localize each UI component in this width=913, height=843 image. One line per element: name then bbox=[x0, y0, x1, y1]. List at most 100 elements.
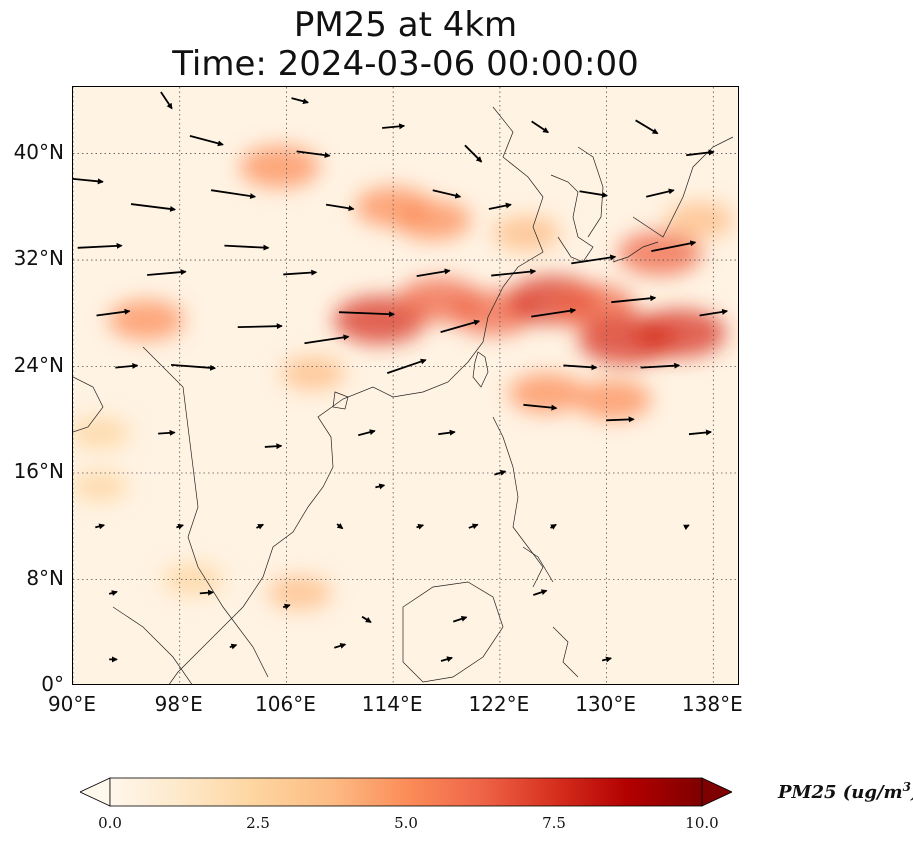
wind-arrow bbox=[361, 615, 372, 623]
pm25-hotspot bbox=[108, 299, 185, 340]
wind-arrow bbox=[416, 523, 425, 530]
wind-arrow bbox=[688, 429, 712, 436]
pm25-hotspot bbox=[395, 200, 472, 241]
wind-arrow bbox=[386, 358, 427, 374]
wind-arrow bbox=[291, 97, 309, 105]
map-time-subtitle: Time: 2024-03-06 00:00:00 bbox=[172, 44, 639, 84]
wind-arrow bbox=[282, 603, 291, 610]
wind-arrow bbox=[296, 150, 331, 159]
pm25-hotspot bbox=[73, 417, 130, 450]
map-title: PM25 at 4km bbox=[293, 5, 518, 45]
wind-arrow bbox=[683, 524, 690, 531]
wind-arrow bbox=[130, 203, 177, 212]
wind-arrow bbox=[438, 429, 456, 436]
pm25-hotspot bbox=[665, 202, 734, 239]
wind-arrow bbox=[189, 134, 224, 147]
wind-arrow bbox=[224, 244, 270, 251]
wind-arrow bbox=[432, 189, 462, 199]
y-tick-label: 40°N bbox=[13, 139, 64, 164]
wind-arrow bbox=[611, 295, 657, 304]
y-tick-label: 8°N bbox=[26, 565, 64, 590]
wind-arrow bbox=[283, 269, 318, 276]
colorbar-tick-label: 5.0 bbox=[394, 814, 418, 832]
wind-arrow bbox=[579, 190, 608, 198]
wind-arrow bbox=[491, 268, 537, 277]
wind-arrow bbox=[452, 615, 468, 623]
wind-arrow bbox=[645, 188, 675, 198]
wind-arrow bbox=[210, 189, 257, 200]
wind-arrow bbox=[640, 362, 681, 369]
wind-arrow bbox=[357, 429, 376, 437]
colorbar-tick-label: 0.0 bbox=[98, 814, 122, 832]
colorbar-title: PM25 (ug/m3) bbox=[778, 780, 913, 803]
wind-arrow bbox=[686, 149, 715, 157]
map-panel bbox=[72, 86, 739, 685]
colorbar-min-extend bbox=[80, 777, 111, 807]
pm25-hotspot bbox=[575, 379, 652, 420]
colorbar-max-extend bbox=[701, 777, 732, 807]
pm25-hotspot bbox=[633, 309, 726, 358]
x-tick-label: 114°E bbox=[361, 692, 423, 716]
colorbar-gradient bbox=[109, 777, 703, 807]
wind-arrow bbox=[416, 268, 451, 277]
wind-arrow bbox=[601, 656, 612, 663]
wind-arrow bbox=[440, 656, 453, 663]
x-tick-label: 122°E bbox=[468, 692, 530, 716]
x-tick-label: 138°E bbox=[681, 692, 743, 716]
y-tick-label: 0° bbox=[41, 672, 64, 696]
wind-arrow bbox=[338, 311, 395, 318]
wind-arrow bbox=[158, 429, 176, 436]
map-canvas bbox=[73, 87, 738, 684]
wind-arrow bbox=[325, 203, 355, 212]
pm25-field bbox=[73, 145, 734, 610]
wind-arrow bbox=[96, 308, 131, 317]
wind-arrow bbox=[464, 144, 483, 163]
pm25-hotspot bbox=[239, 145, 320, 188]
x-tick-label: 98°E bbox=[154, 692, 203, 716]
pm25-hotspot bbox=[163, 563, 224, 596]
wind-arrow bbox=[635, 119, 659, 135]
pm25-hotspot bbox=[73, 471, 128, 502]
wind-arrow bbox=[523, 403, 558, 411]
pm25-hotspot bbox=[281, 356, 346, 391]
wind-arrow bbox=[108, 590, 118, 596]
wind-arrow bbox=[73, 177, 104, 185]
wind-arrow bbox=[468, 523, 479, 530]
wind-arrow bbox=[488, 202, 512, 210]
wind-arrow bbox=[77, 242, 123, 249]
colorbar-tick-label: 10.0 bbox=[685, 814, 719, 832]
wind-arrow bbox=[237, 323, 283, 330]
wind-arrow bbox=[550, 523, 557, 530]
wind-arrow bbox=[229, 643, 238, 650]
pm25-hotspot bbox=[267, 575, 332, 610]
pm25-hotspot bbox=[617, 231, 702, 276]
colorbar-tick-label: 2.5 bbox=[246, 814, 270, 832]
wind-arrow bbox=[563, 364, 598, 371]
wind-arrow bbox=[382, 123, 406, 130]
x-tick-label: 130°E bbox=[575, 692, 636, 716]
pm25-hotspot bbox=[508, 373, 585, 414]
wind-arrow bbox=[147, 269, 187, 276]
x-tick-label: 90°E bbox=[47, 692, 97, 716]
wind-vectors bbox=[73, 91, 729, 663]
wind-arrow bbox=[160, 91, 173, 110]
wind-arrow bbox=[256, 523, 264, 530]
wind-arrow bbox=[571, 254, 617, 265]
wind-arrow bbox=[264, 443, 283, 450]
colorbar-tick-label: 7.5 bbox=[542, 814, 566, 832]
colorbar bbox=[80, 777, 732, 807]
wind-arrow bbox=[115, 362, 139, 369]
wind-arrow bbox=[606, 416, 635, 423]
y-tick-label: 24°N bbox=[13, 352, 64, 377]
wind-arrow bbox=[170, 363, 217, 371]
wind-arrow bbox=[176, 523, 184, 530]
wind-arrow bbox=[531, 120, 549, 134]
wind-arrow bbox=[304, 334, 350, 345]
wind-arrow bbox=[651, 240, 697, 253]
wind-arrow bbox=[531, 307, 577, 318]
wind-arrow bbox=[334, 642, 347, 649]
wind-arrow bbox=[440, 319, 481, 333]
coastlines bbox=[73, 106, 734, 684]
wind-arrow bbox=[375, 483, 386, 490]
wind-arrow bbox=[699, 308, 729, 317]
